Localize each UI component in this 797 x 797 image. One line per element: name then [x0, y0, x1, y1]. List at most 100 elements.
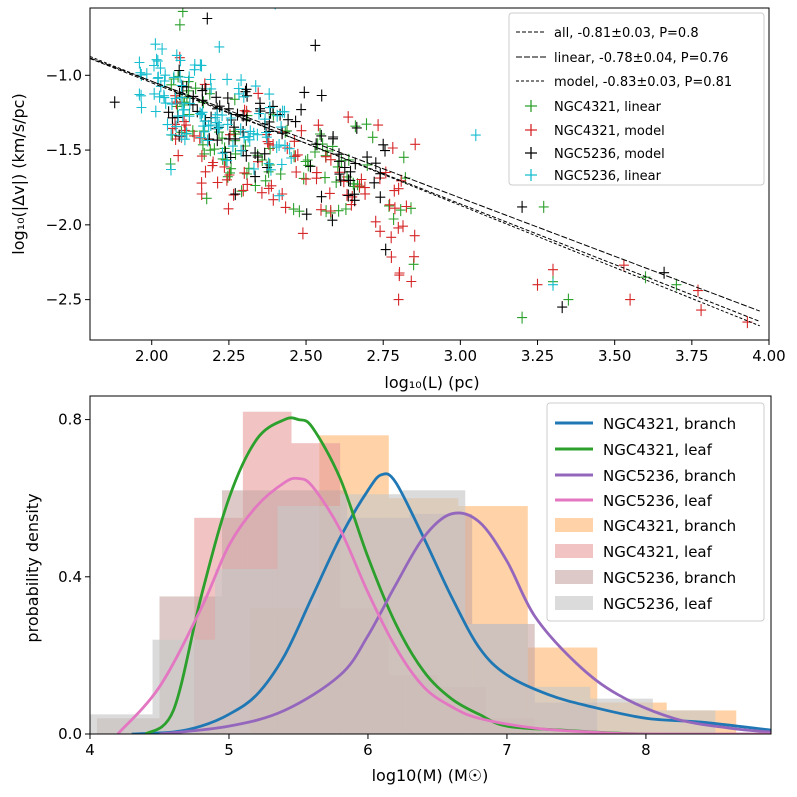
scatter-point-ngc5236-linear-75: [171, 120, 182, 133]
scatter-point-ngc4321-linear-52: [298, 172, 309, 185]
scatter-point-ngc4321-linear-60: [174, 18, 185, 31]
scatter-point-ngc5236-model-72: [362, 151, 373, 164]
scatter-point-ngc5236-linear-3: [210, 111, 221, 124]
scatter-point-ngc4321-model-85: [313, 119, 324, 132]
scatter-point-ngc5236-linear-104: [245, 125, 256, 138]
scatter-point-ngc4321-linear-91: [302, 154, 313, 166]
legend-marker-ngc4321-linear: [525, 100, 537, 112]
scatter-point-ngc5236-linear-111: [470, 129, 481, 142]
scatter-point-ngc5236-linear-8: [286, 152, 297, 164]
scatter-point-ngc5236-model-44: [334, 168, 345, 181]
scatter-point-ngc4321-linear-72: [331, 176, 342, 188]
bottom-xtick-label-2: 6: [363, 741, 373, 759]
scatter-point-ngc5236-model-85: [163, 106, 174, 119]
histogram-bars-group: [90, 411, 737, 734]
top-xtick-label-3: 2.75: [367, 347, 400, 365]
scatter-point-ngc5236-linear-95: [196, 131, 207, 144]
scatter-point-ngc4321-linear-64: [243, 162, 254, 175]
scatter-point-ngc4321-model-95: [393, 293, 404, 306]
scatter-point-ngc5236-linear-47: [265, 163, 276, 176]
scatter-point-ngc4321-linear-59: [310, 146, 320, 158]
scatter-point-ngc5236-linear-84: [166, 163, 176, 176]
top-xtick-label-8: 4.00: [752, 347, 785, 365]
scatter-point-ngc4321-model-55: [409, 250, 419, 263]
scatter-point-ngc4321-model-48: [280, 201, 291, 214]
scatter-point-ngc4321-linear-73: [190, 82, 201, 95]
scatter-point-ngc5236-linear-2: [181, 127, 192, 140]
scatter-point-ngc5236-linear-74: [250, 80, 261, 93]
scatter-point-ngc4321-linear-46: [241, 168, 252, 180]
legend-label-ngc5236-leaf: NGC5236, leaf: [603, 492, 713, 510]
top-xtick-label-5: 3.25: [521, 347, 554, 365]
scatter-point-ngc5236-model-36: [222, 92, 233, 104]
scatter-point-ngc5236-model-28: [259, 147, 270, 160]
top-xtick-label-2: 2.50: [289, 347, 322, 365]
top-xtick-label-4: 3.00: [444, 347, 477, 365]
top-ytick-label-2: −2.0: [46, 216, 82, 234]
bottom-legend: NGC4321, branch NGC4321, leaf NGC5236, b…: [546, 402, 765, 622]
scatter-point-ngc5236-model-90: [109, 96, 120, 109]
scatter-point-ngc5236-model-30: [283, 113, 294, 126]
scatter-point-ngc5236-model-87: [301, 208, 312, 221]
scatter-point-ngc5236-model-55: [316, 190, 327, 203]
scatter-point-ngc4321-linear-96: [538, 200, 549, 213]
bottom-x-axis-label: log10(M) (M☉): [372, 766, 489, 785]
scatter-point-ngc5236-model-24: [238, 126, 249, 138]
scatter-point-ngc5236-linear-51: [150, 105, 161, 118]
top-y-ticks: −1.0 −1.5 −2.0 −2.5: [46, 66, 90, 309]
scatter-point-ngc4321-model-17: [394, 267, 405, 279]
scatter-point-ngc4321-model-43: [398, 220, 408, 233]
scatter-point-ngc5236-linear-13: [136, 101, 147, 114]
scatter-point-ngc5236-linear-43: [160, 69, 171, 82]
scatter-point-ngc4321-linear-67: [340, 203, 351, 215]
scatter-point-ngc4321-linear-40: [177, 8, 188, 18]
scatter-point-ngc5236-linear-16: [206, 82, 217, 95]
scatter-point-ngc4321-linear-71: [388, 213, 399, 225]
top-xtick-label-6: 3.50: [598, 347, 631, 365]
scatter-point-ngc4321-linear-75: [384, 199, 394, 212]
top-xtick-label-1: 2.25: [212, 347, 245, 365]
scatter-point-ngc5236-model-91: [202, 12, 213, 25]
top-scatter-panel: 2.00 2.25 2.50 2.75 3.00 3.25 3.50 3.75 4.00 −1.…: [9, 7, 786, 392]
scatter-point-ngc4321-model-77: [199, 78, 210, 91]
legend-hist-label-ngc5236-branch: NGC5236, branch: [603, 569, 736, 587]
scatter-point-ngc4321-model-32: [289, 135, 300, 148]
hist-bar-ngc5236-leaf-1: [152, 639, 216, 734]
scatter-point-ngc5236-model-31: [174, 64, 185, 77]
legend-patch-ngc5236-branch: [555, 570, 593, 584]
scatter-point-ngc4321-model-64: [291, 166, 302, 178]
scatter-point-ngc5236-model-71: [212, 134, 223, 147]
scatter-point-ngc4321-linear-77: [395, 204, 406, 217]
scatter-point-ngc4321-model-28: [409, 229, 420, 242]
scatter-point-ngc5236-model-65: [305, 160, 316, 173]
kde-curve-ngc4321-branch: [131, 472, 771, 734]
scatter-point-ngc4321-linear-68: [367, 131, 378, 144]
legend-hist-label-ngc4321-leaf: NGC4321, leaf: [603, 543, 713, 561]
scatter-point-ngc5236-linear-92: [260, 126, 271, 139]
scatter-point-ngc4321-linear-15: [199, 147, 210, 160]
scatter-point-ngc5236-linear-65: [222, 118, 233, 131]
top-ytick-label-1: −1.5: [46, 141, 82, 159]
scatter-point-ngc4321-model-31: [393, 182, 404, 195]
scatter-point-ngc4321-model-59: [354, 180, 365, 193]
scatter-point-ngc4321-model-82: [373, 119, 384, 132]
scatter-point-ngc5236-model-88: [230, 188, 241, 201]
scatter-point-ngc4321-linear-18: [350, 120, 361, 133]
scatter-point-ngc4321-model-0: [221, 173, 232, 186]
scatter-point-ngc5236-linear-18: [203, 119, 214, 132]
scatter-point-ngc5236-linear-42: [271, 141, 282, 154]
scatter-point-ngc4321-linear-23: [288, 203, 299, 216]
scatter-point-ngc5236-linear-36: [195, 107, 206, 120]
scatter-point-ngc5236-linear-40: [276, 158, 287, 171]
scatter-point-ngc5236-linear-105: [202, 134, 213, 147]
scatter-point-ngc5236-linear-91: [178, 104, 189, 116]
scatter-point-ngc4321-model-33: [386, 231, 397, 244]
scatter-point-ngc5236-model-53: [380, 243, 391, 256]
scatter-point-ngc4321-linear-49: [320, 171, 330, 184]
scatter-point-ngc4321-model-97: [548, 263, 558, 276]
scatter-point-ngc5236-model-86: [335, 174, 346, 187]
scatter-point-ngc4321-linear-80: [275, 168, 286, 180]
scatter-point-ngc4321-model-36: [200, 165, 211, 178]
scatter-point-ngc4321-linear-28: [240, 140, 251, 152]
